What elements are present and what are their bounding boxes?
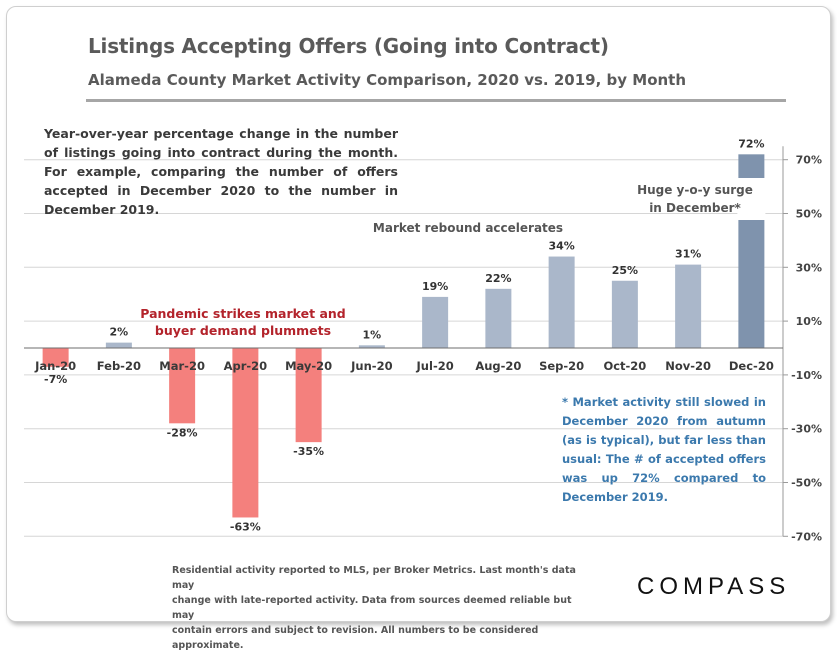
data-label: 22% (485, 272, 511, 285)
x-tick-label: Sep-20 (539, 359, 584, 373)
bar (232, 348, 259, 518)
x-tick-label: Jun-20 (350, 359, 392, 373)
x-tick-label: Oct-20 (603, 359, 646, 373)
annotation-pandemic: Pandemic strikes market and (140, 306, 345, 321)
title-divider (86, 99, 786, 102)
bar (548, 256, 575, 348)
y-tick-label: 50% (796, 208, 822, 221)
x-tick-label: Jul-20 (416, 359, 454, 373)
x-tick-label: Jan-20 (34, 359, 76, 373)
footer-line: change with late-reported activity. Data… (172, 595, 572, 621)
x-tick-label: May-20 (285, 359, 332, 373)
chart-subtitle: Alameda County Market Activity Compariso… (88, 71, 687, 89)
chart-title: Listings Accepting Offers (Going into Co… (88, 34, 609, 58)
x-tick-label: Mar-20 (159, 359, 205, 373)
bar (485, 288, 512, 348)
chart-description: Year-over-year percentage change in the … (44, 126, 398, 217)
y-tick-label: -30% (791, 423, 822, 436)
bar (169, 348, 196, 424)
annotation-pandemic: buyer demand plummets (155, 323, 331, 338)
y-tick-label: 30% (796, 261, 822, 274)
bar (105, 342, 132, 348)
annotation-rebound: Market rebound accelerates (373, 221, 563, 235)
data-label: 19% (422, 280, 448, 293)
data-label: 1% (363, 328, 382, 341)
y-tick-label: 10% (796, 315, 822, 328)
data-label: -28% (167, 426, 198, 439)
data-label: 2% (110, 326, 129, 339)
data-label: -7% (44, 373, 67, 386)
x-tick-label: Aug-20 (475, 359, 521, 373)
x-tick-label: Nov-20 (665, 359, 711, 373)
x-tick-label: Apr-20 (224, 359, 268, 373)
x-tick-label: Feb-20 (97, 359, 141, 373)
bar (295, 348, 322, 443)
data-label: 34% (548, 240, 574, 253)
bar (422, 296, 449, 348)
bar (42, 348, 69, 367)
y-tick-label: -10% (791, 369, 822, 382)
data-label: 31% (675, 248, 701, 261)
bar (358, 345, 385, 348)
annotation-mask (737, 178, 766, 220)
data-label: -63% (230, 520, 261, 533)
compass-logo: COMPASS (637, 573, 791, 600)
source-footer: Residential activity reported to MLS, pe… (172, 563, 592, 653)
data-label: 72% (738, 137, 764, 150)
y-tick-label: -50% (791, 477, 822, 490)
footer-line: Residential activity reported to MLS, pe… (172, 565, 576, 591)
annotation-surge: Huge y-o-y surge (637, 183, 753, 197)
bar (675, 264, 702, 348)
bar (611, 280, 638, 348)
y-tick-label: 70% (796, 154, 822, 167)
footnote-december: * Market activity still slowed in Decemb… (562, 395, 766, 504)
data-label: -35% (293, 445, 324, 458)
annotation-surge: in December* (649, 201, 741, 215)
bar-chart: 70% 50% 30% 10% -10% -30% -50% -70% Jan-20-7% Feb… (24, 137, 822, 543)
data-label: 25% (612, 264, 638, 277)
x-tick-label: Dec-20 (729, 359, 774, 373)
y-tick-label: -70% (791, 530, 822, 543)
